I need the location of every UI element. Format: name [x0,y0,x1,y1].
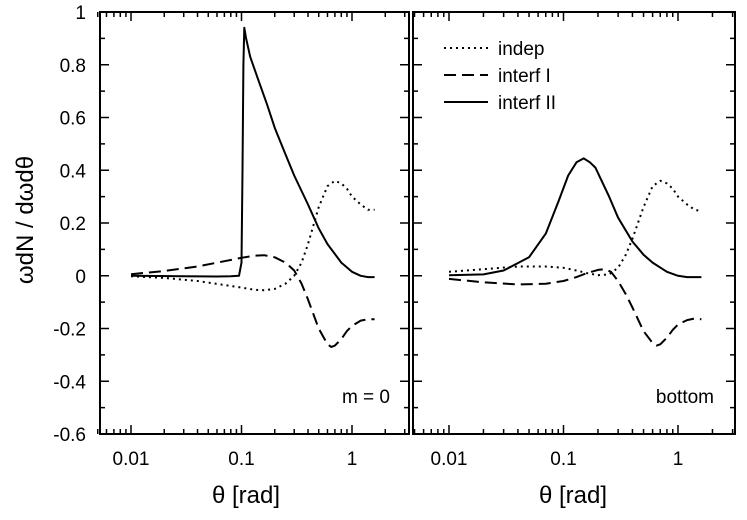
panel-left-annotation: m = 0 [342,387,390,408]
series-line-interf-ii [130,26,375,279]
y-tick-label: 0.8 [60,56,86,77]
y-axis-title: ωdN / dωdθ [12,156,39,284]
panel-right-y-ticks [413,11,735,435]
y-tick-label: 0 [75,267,86,288]
series-line-indep [448,179,702,277]
y-tick-label: 0.6 [60,109,86,130]
series-line-indep [130,179,375,292]
y-tick-label: -0.6 [53,425,86,446]
x-tick-label: 0.1 [228,449,254,470]
x-tick-label: 1 [673,449,684,470]
panel-right: 0.01 0.1 1 bottom θ [rad] indep interf I i… [412,11,736,509]
legend-label-interf-i: interf I [498,66,551,87]
legend-label-indep: indep [498,39,545,60]
series-line-interf-i [130,254,375,348]
x-tick-label: 0.01 [431,449,468,470]
y-tick-label: 0.2 [60,214,86,235]
panel-left-series [130,26,375,348]
series-line-interf-ii [448,157,702,279]
legend-label-interf-ii: interf II [498,93,556,114]
panel-left-x-axis-title: θ [rad] [212,482,280,509]
series-line-interf-i [448,268,702,347]
y-tick-label: 1 [75,3,86,24]
y-tick-label: -0.4 [53,372,86,393]
panel-right-x-axis-title: θ [rad] [539,482,607,509]
y-tick-label: 0.4 [60,161,87,182]
x-tick-label: 0.1 [550,449,576,470]
panel-left-frame [99,11,410,435]
x-tick-label: 1 [347,449,358,470]
panel-right-series [448,157,702,347]
panel-right-annotation: bottom [656,387,714,408]
y-tick-label: -0.2 [53,320,86,341]
x-tick-label: 0.01 [113,449,150,470]
legend: indep interf I interf II [444,39,556,114]
panel-left-y-ticks: -0.6 -0.4 -0.2 0 0.2 0.4 0.6 0.8 1 [53,3,409,446]
panel-left: -0.6 -0.4 -0.2 0 0.2 0.4 0.6 0.8 1 0.01 0.1 1 m = … [53,3,410,509]
panel-right-frame [412,11,736,435]
